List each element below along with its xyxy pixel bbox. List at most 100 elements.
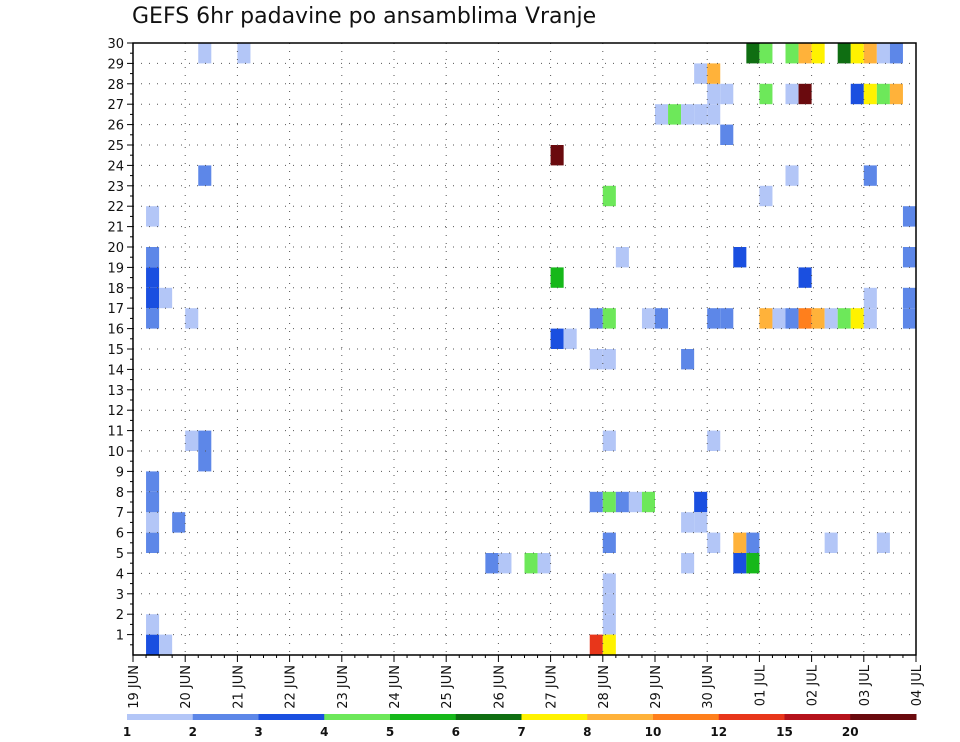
heatmap-cell	[146, 267, 160, 288]
heatmap-cell	[785, 83, 799, 105]
heatmap-cell	[602, 430, 616, 451]
y-tick-label: 18	[107, 282, 124, 297]
y-tick-label: 20	[107, 241, 124, 256]
y-tick-label: 21	[107, 221, 124, 236]
legend-label: 6	[452, 725, 460, 739]
heatmap-cell	[863, 83, 877, 105]
heatmap-cell	[159, 634, 173, 655]
legend-swatch	[784, 714, 851, 720]
x-tick-label: 27 JUN	[545, 665, 560, 709]
heatmap-cell	[707, 532, 721, 553]
heatmap-cell	[850, 83, 864, 105]
heatmap-cell	[876, 83, 890, 105]
heatmap-cell	[850, 43, 864, 64]
heatmap-cell	[198, 43, 212, 64]
heatmap-cell	[602, 185, 616, 207]
heatmap-cell	[720, 308, 734, 329]
heatmap-cell	[876, 532, 890, 553]
legend-label: 3	[254, 725, 262, 739]
y-tick-label: 30	[107, 37, 124, 52]
y-tick-label: 16	[107, 323, 124, 338]
heatmap-cell	[146, 247, 160, 268]
heatmap-cell	[681, 553, 695, 574]
y-tick-label: 24	[107, 159, 124, 174]
heatmap-cell	[889, 83, 903, 105]
heatmap-cell	[707, 83, 721, 105]
heatmap-cell	[615, 491, 629, 513]
heatmap-cell	[641, 491, 655, 513]
y-tick-label: 23	[107, 180, 124, 195]
heatmap-cell	[707, 63, 721, 84]
heatmap-cell	[850, 308, 864, 329]
heatmap-cell	[550, 145, 564, 166]
heatmap-cell	[198, 430, 212, 451]
heatmap-cell	[720, 124, 734, 145]
heatmap-cell	[694, 491, 708, 513]
heatmap-cell	[602, 614, 616, 635]
y-tick-label: 25	[107, 139, 124, 154]
heatmap-cell	[668, 104, 682, 125]
x-tick-label: 02 JUL	[806, 664, 821, 706]
heatmap-cell	[159, 287, 173, 309]
x-tick-label: 21 JUN	[231, 665, 246, 709]
heatmap-cell	[641, 308, 655, 329]
heatmap-cell	[681, 349, 695, 370]
x-tick-label: 26 JUN	[492, 665, 507, 709]
heatmap-cell	[889, 43, 903, 64]
heatmap-cell	[798, 267, 812, 288]
heatmap-cell	[146, 206, 160, 227]
y-tick-label: 14	[107, 363, 124, 378]
heatmap-cell	[720, 83, 734, 105]
heatmap-cell	[563, 328, 577, 349]
heatmap-cell	[146, 287, 160, 309]
legend-swatch	[587, 714, 654, 720]
heatmap-cell	[146, 614, 160, 635]
heatmap-cell	[589, 349, 603, 370]
heatmap-cell	[902, 206, 916, 227]
legend-label: 10	[645, 725, 662, 739]
heatmap-cell	[746, 43, 760, 64]
heatmap-cell	[798, 83, 812, 105]
heatmap-cell	[524, 553, 538, 574]
heatmap-cell	[146, 491, 160, 513]
y-tick-label: 13	[107, 384, 124, 399]
heatmap-cell	[863, 287, 877, 309]
y-tick-label: 1	[116, 629, 124, 644]
legend-swatch	[324, 714, 391, 720]
heatmap-cell	[811, 43, 825, 64]
legend-label: 7	[517, 725, 525, 739]
x-tick-label: 30 JUN	[701, 665, 716, 709]
heatmap-cell	[733, 532, 747, 553]
x-tick-label: 20 JUN	[179, 665, 194, 709]
legend-label: 2	[189, 725, 197, 739]
legend-swatch	[653, 714, 720, 720]
y-tick-label: 11	[107, 425, 124, 440]
y-tick-label: 2	[116, 608, 124, 623]
x-tick-label: 25 JUN	[440, 665, 455, 709]
legend-swatch	[455, 714, 522, 720]
heatmap-cell	[589, 634, 603, 655]
x-tick-label: 29 JUN	[649, 665, 664, 709]
heatmap-cell	[733, 247, 747, 268]
y-axis: 1234567891011121314151617181920212223242…	[107, 37, 133, 646]
heatmap-cell	[237, 43, 251, 64]
legend-label: 4	[320, 725, 328, 739]
heatmap-cell	[863, 165, 877, 186]
heatmap-cell	[602, 349, 616, 370]
heatmap-cell	[185, 430, 199, 451]
heatmap-cell	[772, 308, 786, 329]
heatmap-cell	[798, 43, 812, 64]
heatmap-cell	[172, 512, 186, 533]
legend-swatch	[718, 714, 785, 720]
heatmap-cell	[602, 593, 616, 615]
y-tick-label: 9	[116, 465, 124, 480]
y-tick-label: 29	[107, 57, 124, 72]
heatmap-cell	[146, 634, 160, 655]
heatmap-cell	[615, 247, 629, 268]
heatmap-cell	[824, 308, 838, 329]
heatmap-cell	[811, 308, 825, 329]
heatmap-cell	[759, 308, 773, 329]
y-tick-label: 17	[107, 302, 124, 317]
heatmap-cell	[198, 165, 212, 186]
heatmap-cell	[746, 532, 760, 553]
